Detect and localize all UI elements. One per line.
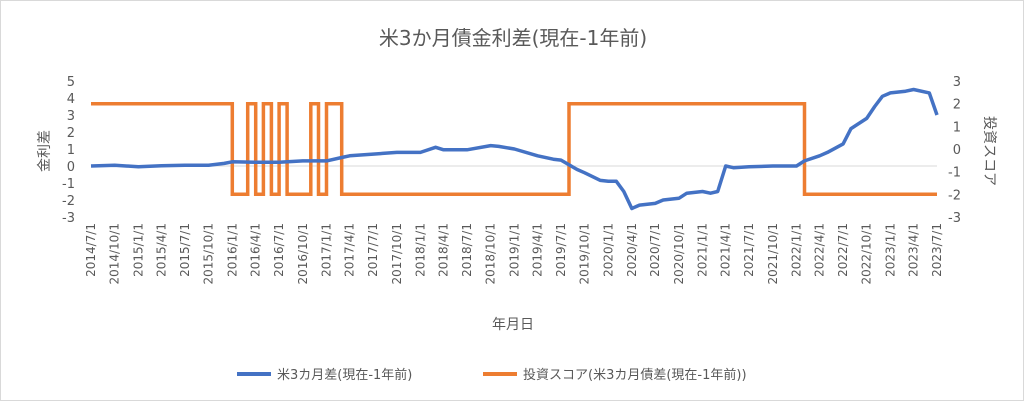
- y-left-tick-label: 0: [67, 160, 75, 175]
- x-tick-label: 2021/10/1: [766, 223, 780, 285]
- x-tick-label: 2018/1/1: [413, 223, 427, 277]
- x-tick-label: 2016/1/1: [225, 223, 239, 277]
- x-tick-label: 2019/1/1: [507, 223, 521, 277]
- x-tick-label: 2023/1/1: [883, 223, 897, 277]
- x-tick-label: 2016/4/1: [249, 223, 263, 277]
- y-right-tick-label: 0: [953, 143, 961, 158]
- x-tick-label: 2018/10/1: [484, 223, 498, 285]
- chart-title: 米3か月債金利差(現在-1年前): [379, 26, 647, 50]
- legend-label-investment-score: 投資スコア(米3カ月債差(現在-1年前)): [523, 367, 747, 383]
- x-tick-label: 2017/1/1: [320, 223, 334, 277]
- x-tick-label: 2022/4/1: [813, 223, 827, 277]
- x-axis-ticks: 2014/7/1 2014/10/1 2015/1/1 2015/4/1 2015/7/…: [84, 223, 944, 285]
- x-tick-label: 2018/4/1: [437, 223, 451, 277]
- x-tick-label: 2015/4/1: [155, 223, 169, 277]
- x-tick-label: 2020/7/1: [648, 223, 662, 277]
- y-left-tick-label: 1: [67, 143, 75, 158]
- x-tick-label: 2020/10/1: [672, 223, 686, 285]
- x-tick-label: 2019/10/1: [578, 223, 592, 285]
- x-tick-label: 2022/1/1: [789, 223, 803, 277]
- x-tick-label: 2017/7/1: [366, 223, 380, 277]
- y-axis-right-label: 投資スコア: [981, 116, 997, 186]
- y-axis-left-label: 金利差: [37, 130, 53, 172]
- y-left-tick-label: 4: [67, 92, 75, 107]
- x-tick-label: 2015/1/1: [131, 223, 145, 277]
- x-tick-label: 2020/4/1: [625, 223, 639, 277]
- x-tick-label: 2014/10/1: [108, 223, 122, 285]
- right-axis-ticks: 3 2 1 0 -1 -2 -3: [948, 75, 961, 226]
- x-tick-label: 2021/1/1: [696, 223, 710, 277]
- x-tick-label: 2022/7/1: [836, 223, 850, 277]
- x-tick-label: 2023/7/1: [930, 223, 944, 277]
- y-right-tick-label: 1: [953, 120, 961, 135]
- x-tick-label: 2023/4/1: [907, 223, 921, 277]
- x-axis-label: 年月日: [492, 317, 534, 333]
- x-tick-label: 2016/10/1: [296, 223, 310, 285]
- y-right-tick-label: 2: [953, 98, 961, 113]
- legend-label-rate-diff: 米3カ月差(現在-1年前): [277, 367, 412, 383]
- x-tick-label: 2021/4/1: [719, 223, 733, 277]
- y-left-tick-label: -2: [62, 194, 75, 209]
- y-right-tick-label: -3: [948, 211, 961, 226]
- x-tick-label: 2019/7/1: [554, 223, 568, 277]
- series-line-investment-score: [91, 101, 937, 197]
- x-tick-label: 2022/10/1: [860, 223, 874, 285]
- x-tick-label: 2015/10/1: [202, 223, 216, 285]
- y-right-tick-label: -1: [948, 166, 961, 181]
- x-tick-label: 2021/7/1: [742, 223, 756, 277]
- series-line-rate-diff: [90, 87, 939, 211]
- y-left-tick-label: -3: [62, 211, 75, 226]
- x-tick-label: 2018/7/1: [460, 223, 474, 277]
- x-tick-label: 2020/1/1: [601, 223, 615, 277]
- y-left-tick-label: 2: [67, 126, 75, 141]
- x-tick-label: 2017/10/1: [390, 223, 404, 285]
- y-right-tick-label: 3: [953, 75, 961, 90]
- x-tick-label: 2019/4/1: [531, 223, 545, 277]
- legend: 米3カ月差(現在-1年前) 投資スコア(米3カ月債差(現在-1年前)): [237, 367, 747, 383]
- x-tick-label: 2014/7/1: [84, 223, 98, 277]
- x-tick-label: 2015/7/1: [178, 223, 192, 277]
- y-right-tick-label: -2: [948, 188, 961, 203]
- x-tick-label: 2016/7/1: [272, 223, 286, 277]
- left-axis-ticks: 5 4 3 2 1 0 -1 -2 -3: [62, 75, 75, 226]
- y-left-tick-label: -1: [62, 177, 75, 192]
- y-left-tick-label: 3: [67, 109, 75, 124]
- y-left-tick-label: 5: [67, 75, 75, 90]
- x-tick-label: 2017/4/1: [343, 223, 357, 277]
